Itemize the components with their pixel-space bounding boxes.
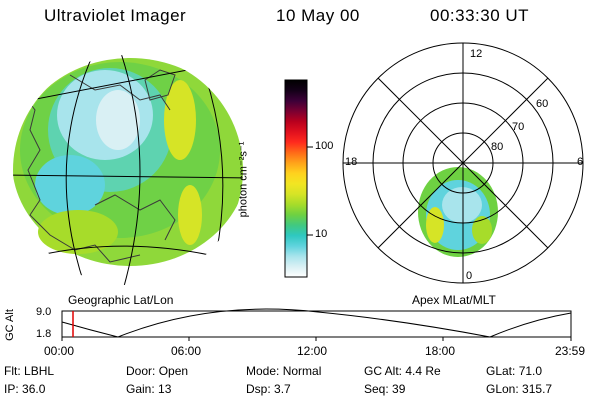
altitude-ylabel: GC Alt — [3, 309, 16, 341]
lat-label-80: 80 — [491, 141, 504, 153]
altitude-xtick-0: 00:00 — [44, 344, 75, 358]
footer-gc-alt: GC Alt: 4.4 Re — [364, 364, 441, 378]
altitude-xtick-2: 12:00 — [297, 344, 328, 358]
right-panel-caption: Apex MLat/MLT — [412, 293, 496, 307]
date-label: 10 May 00 — [276, 6, 360, 25]
instrument-title: Ultraviolet Imager — [44, 6, 187, 25]
altitude-xtick-1: 06:00 — [171, 344, 202, 358]
altitude-xtick-4: 23:59 — [555, 344, 586, 358]
mlt-label-6: 6 — [577, 156, 584, 168]
altitude-plot — [61, 308, 572, 341]
altitude-ytick-bottom: 1.8 — [36, 328, 52, 340]
colorbar-unit-label: photon cm⁻²s⁻¹ — [237, 141, 250, 218]
footer-flt: Flt: LBHL — [4, 364, 55, 378]
polar-plot — [342, 42, 584, 284]
time-label: 00:33:30 UT — [430, 6, 530, 25]
mlt-label-12: 12 — [470, 48, 483, 60]
mlt-label-18: 18 — [345, 156, 358, 168]
footer-mode: Mode: Normal — [246, 364, 322, 378]
colorbar-tick-100: 100 — [315, 140, 334, 152]
footer-seq: Seq: 39 — [364, 382, 406, 396]
colorbar — [284, 79, 313, 278]
footer-door: Door: Open — [126, 364, 189, 378]
footer-dsp: Dsp: 3.7 — [246, 382, 291, 396]
footer-gain: Gain: 13 — [126, 382, 172, 396]
mlt-label-0: 0 — [466, 270, 473, 282]
footer-ip: IP: 36.0 — [4, 382, 46, 396]
left-panel-caption: Geographic Lat/Lon — [68, 293, 174, 307]
geographic-image — [13, 55, 243, 285]
altitude-xtick-3: 18:00 — [425, 344, 456, 358]
footer-glat: GLat: 71.0 — [486, 364, 543, 378]
footer-glon: GLon: 315.7 — [486, 382, 553, 396]
altitude-ytick-top: 9.0 — [36, 306, 52, 318]
lat-label-60: 60 — [536, 98, 549, 110]
colorbar-tick-10: 10 — [315, 228, 328, 240]
lat-label-70: 70 — [512, 121, 525, 133]
